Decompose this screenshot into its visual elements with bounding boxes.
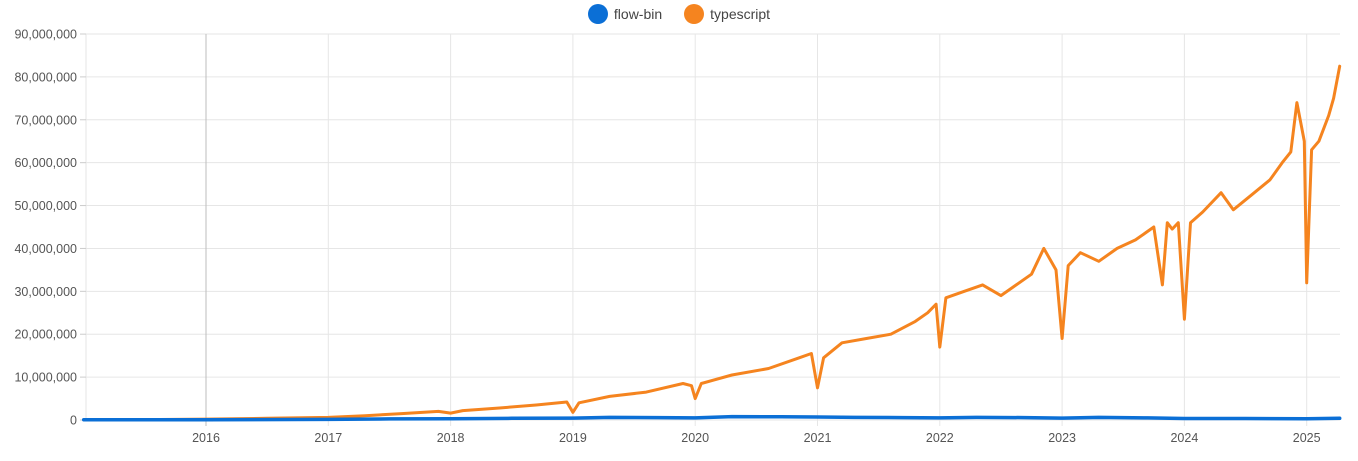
- x-tick-label: 2023: [1048, 431, 1076, 445]
- y-tick-label: 80,000,000: [14, 70, 77, 84]
- x-tick-label: 2016: [192, 431, 220, 445]
- y-tick-label: 40,000,000: [14, 242, 77, 256]
- flow-bin-legend-dot-icon: [587, 4, 608, 24]
- y-tick-label: 70,000,000: [14, 113, 77, 127]
- y-tick-label: 20,000,000: [14, 328, 77, 342]
- y-tick-label: 60,000,000: [14, 156, 77, 170]
- x-tick-label: 2017: [314, 431, 342, 445]
- grid-lines: [85, 33, 1340, 426]
- y-tick-label: 0: [70, 414, 77, 428]
- series-lines: [81, 64, 1342, 422]
- y-axis: 0 10,000,000 20,000,000 30,000,000 40,000,00…: [14, 28, 86, 428]
- y-tick-label: 30,000,000: [14, 285, 77, 299]
- y-tick-label: 50,000,000: [14, 199, 77, 213]
- legend-item-typescript[interactable]: typescript: [684, 4, 770, 24]
- typescript-legend-dot-icon: [684, 4, 705, 24]
- x-tick-label: 2025: [1293, 431, 1321, 445]
- x-tick-label: 2020: [681, 431, 709, 445]
- x-axis: 2016 2017 2018 2019 2020 2021 2022 2023 2024 2025: [192, 431, 1321, 445]
- series-line-flow-bin[interactable]: [81, 414, 1342, 422]
- x-tick-label: 2018: [437, 431, 465, 445]
- legend-label-flow-bin: flow-bin: [613, 6, 663, 22]
- y-tick-label: 90,000,000: [14, 28, 77, 42]
- x-tick-label: 2021: [804, 431, 832, 445]
- chart-legend: flow-bin typescript: [0, 4, 1358, 24]
- legend-label-typescript: typescript: [710, 6, 771, 22]
- x-tick-label: 2019: [559, 431, 587, 445]
- x-tick-label: 2024: [1170, 431, 1198, 445]
- y-tick-label: 10,000,000: [14, 371, 77, 385]
- series-line-typescript[interactable]: [82, 64, 1342, 422]
- x-tick-label: 2022: [926, 431, 954, 445]
- legend-item-flow-bin[interactable]: flow-bin: [587, 4, 663, 24]
